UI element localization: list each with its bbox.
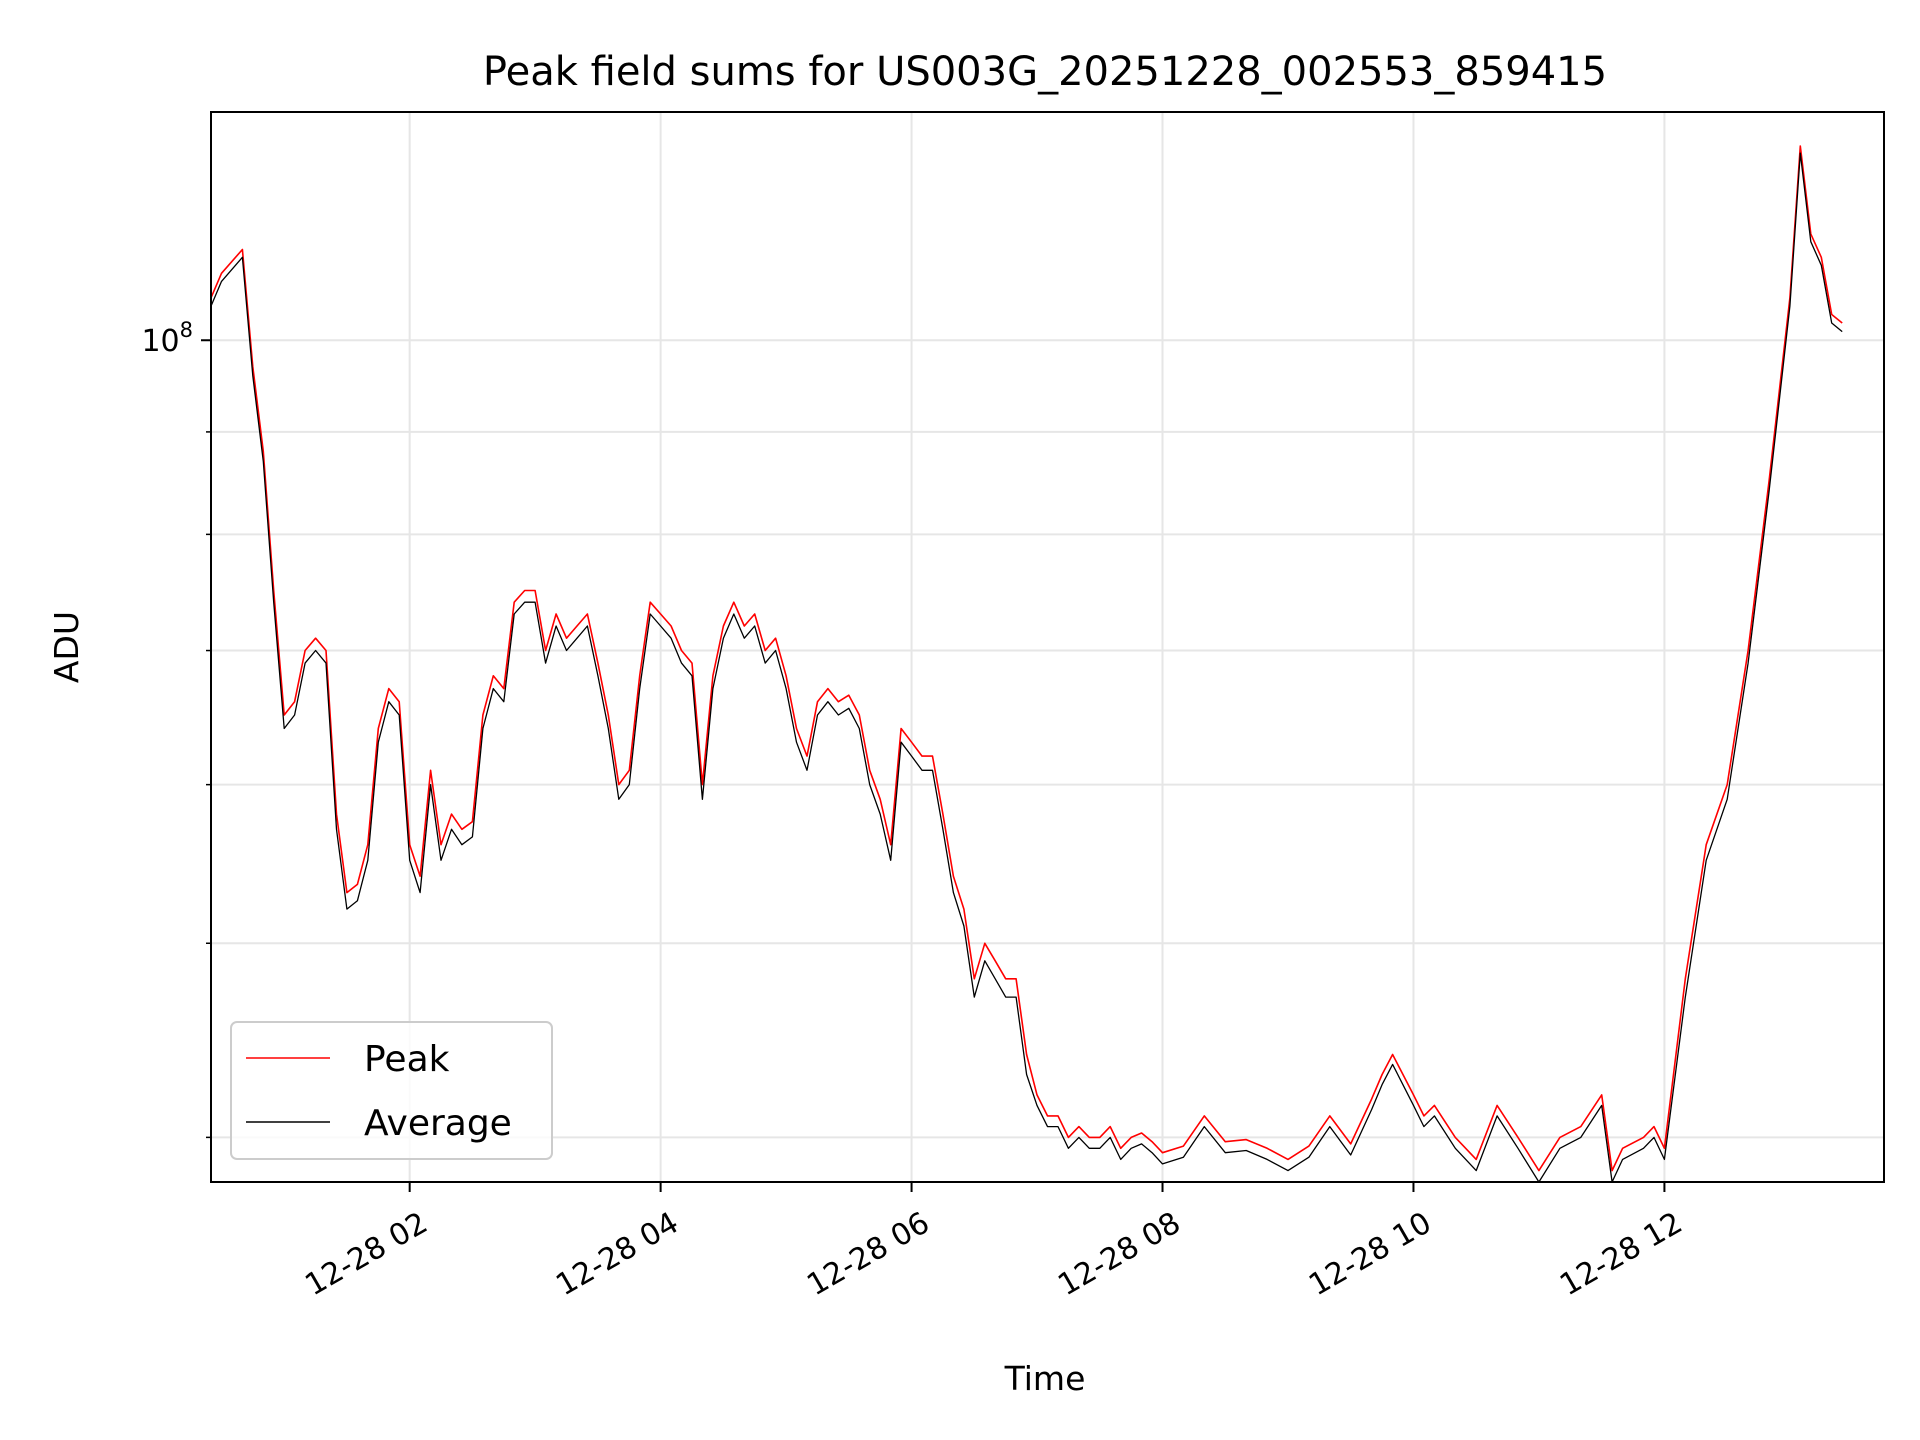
legend-label-average: Average	[364, 1103, 512, 1144]
legend-label-peak: Peak	[364, 1039, 450, 1080]
x-axis-label: Time	[1004, 1359, 1086, 1398]
plot-frame	[210, 111, 1885, 1183]
y-axis-label: ADU	[47, 611, 86, 683]
series-line-peak	[210, 145, 1843, 1172]
chart-title: Peak field sums for US003G_20251228_0025…	[483, 49, 1607, 95]
grid	[211, 112, 1884, 1182]
series-lines	[210, 145, 1843, 1183]
y-axis-ticks: 108	[141, 318, 211, 1139]
legend: Peak Average	[230, 1021, 553, 1160]
y-tick-label: 108	[141, 318, 193, 359]
series-line-average	[210, 152, 1843, 1183]
legend-box	[230, 1021, 553, 1160]
